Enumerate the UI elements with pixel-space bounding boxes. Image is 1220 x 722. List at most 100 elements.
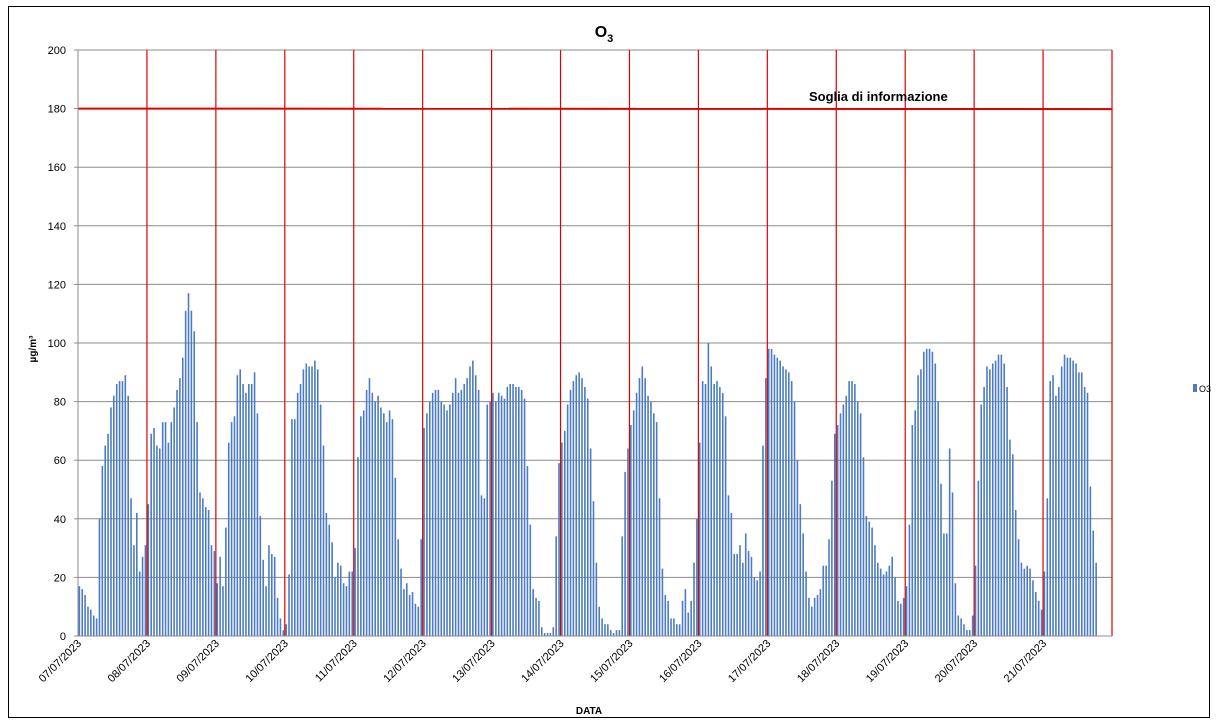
bar: [1078, 372, 1080, 636]
x-tick-label: 17/07/2023: [726, 638, 773, 685]
x-tick-label: 15/07/2023: [588, 638, 635, 685]
bar: [259, 515, 262, 636]
bar: [793, 401, 796, 636]
bar: [506, 386, 509, 636]
x-tick-label: 21/07/2023: [1002, 638, 1049, 685]
bar: [538, 600, 540, 636]
bar: [515, 386, 517, 636]
bar: [813, 597, 816, 636]
bar: [934, 363, 937, 636]
bar: [138, 571, 141, 636]
bar: [609, 630, 612, 636]
bar: [1092, 530, 1095, 636]
bar: [816, 594, 819, 636]
bar: [902, 597, 905, 636]
y-tick-label: 100: [48, 338, 66, 350]
x-tick-label: 12/07/2023: [381, 638, 428, 685]
bar: [799, 504, 802, 636]
bar: [696, 518, 698, 636]
bar: [121, 381, 124, 636]
bar: [607, 624, 609, 636]
gridlines: [78, 49, 1112, 578]
bar: [991, 363, 994, 636]
bar: [589, 448, 592, 636]
y-tick-label: 120: [48, 279, 66, 291]
bar: [357, 457, 359, 636]
bar: [940, 483, 942, 636]
bar: [1000, 354, 1003, 636]
bar: [236, 375, 239, 636]
bar: [894, 577, 896, 636]
bar: [144, 545, 147, 636]
bar: [90, 609, 92, 636]
bar: [417, 606, 420, 636]
bar: [239, 369, 241, 636]
bar: [676, 624, 678, 636]
bar: [879, 568, 882, 636]
x-tick-label: 14/07/2023: [519, 638, 566, 685]
bar: [431, 392, 434, 636]
bar: [181, 357, 184, 636]
bar: [305, 363, 308, 636]
bar: [1020, 562, 1023, 636]
bar: [477, 389, 480, 636]
bar: [293, 419, 296, 636]
bar: [733, 553, 736, 636]
bar: [765, 378, 767, 636]
bar: [825, 565, 827, 636]
x-tick-label: 13/07/2023: [450, 638, 497, 685]
bar: [371, 392, 374, 636]
bar: [213, 551, 216, 636]
bar: [943, 533, 945, 636]
bar: [980, 404, 983, 636]
legend-label: O3: [1199, 384, 1211, 394]
bar: [348, 571, 351, 636]
bar: [523, 398, 526, 636]
y-tick-labels: 0 20 40 60 80 100 120 140 160 180 200: [48, 45, 78, 643]
bar: [839, 413, 842, 636]
bar: [227, 442, 230, 636]
bar: [618, 630, 621, 636]
bar: [1089, 486, 1092, 636]
bar: [503, 398, 506, 636]
bar: [833, 433, 836, 636]
x-tick-label: 18/07/2023: [795, 638, 842, 685]
x-tick-label: 19/07/2023: [864, 638, 911, 685]
bar: [601, 618, 603, 636]
bar: [572, 381, 575, 636]
bar: [1069, 357, 1072, 636]
bar: [161, 422, 164, 636]
bar: [84, 594, 86, 636]
bar: [888, 565, 891, 636]
bar: [908, 524, 911, 636]
bar: [486, 404, 489, 636]
bar: [193, 331, 196, 636]
x-tick-label: 09/07/2023: [175, 638, 222, 685]
bar: [707, 343, 710, 636]
bar: [966, 630, 968, 636]
bar: [446, 410, 448, 636]
bar: [434, 389, 437, 636]
bar: [968, 630, 971, 636]
threshold: [77, 107, 1113, 111]
bar: [1006, 386, 1008, 636]
bar: [202, 498, 204, 636]
bar: [314, 360, 316, 636]
o3-bar-chart: 0 20 40 60 80 100 120 140 160 180 200 07/07/2023 08…: [28, 24, 1211, 717]
bar: [790, 381, 793, 636]
day-separators: [146, 50, 1113, 636]
bar: [1080, 372, 1083, 636]
bar: [713, 384, 715, 636]
bar: [1058, 386, 1060, 636]
bar: [851, 381, 853, 636]
bar: [1072, 360, 1074, 636]
bar: [170, 422, 173, 636]
bar: [977, 480, 980, 636]
bar: [279, 618, 282, 636]
bar: [653, 413, 655, 636]
bar: [397, 539, 399, 636]
bar: [242, 384, 244, 636]
bar: [621, 536, 623, 636]
bar: [779, 360, 781, 636]
bar: [566, 404, 569, 636]
